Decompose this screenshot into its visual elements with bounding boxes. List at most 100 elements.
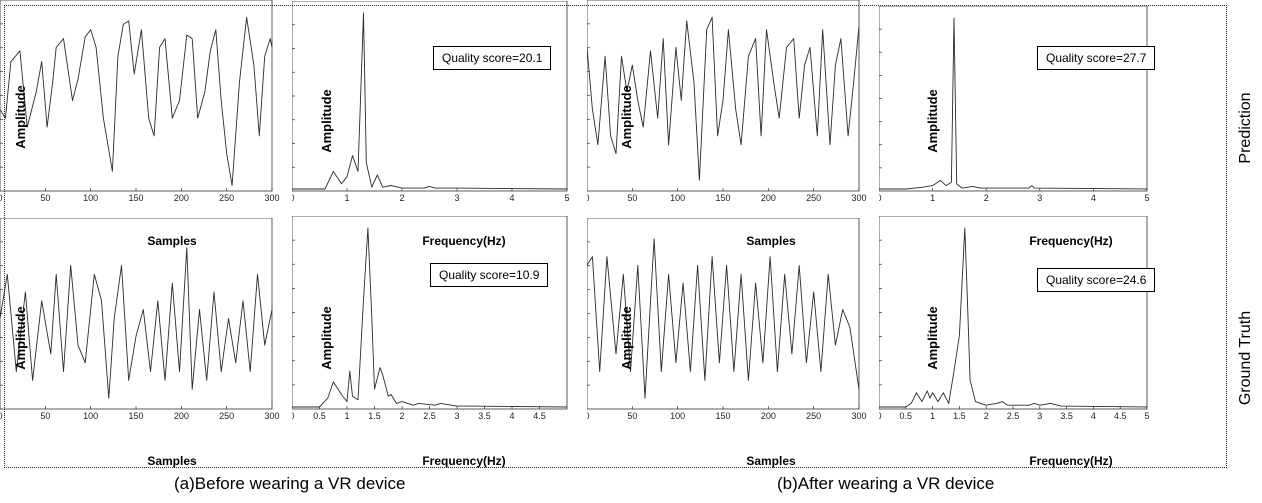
x-tick-label: 250: [219, 193, 234, 203]
x-tick-label: 1: [930, 193, 935, 203]
series-line: [586, 16, 860, 181]
a-gt-spectrum-ylabel: Amplitude: [319, 306, 334, 370]
x-tick-label: 5: [1144, 411, 1149, 421]
series-line: [292, 227, 568, 408]
b-gt-spectrum-plot: 0 0.5 1 1.5 2 2.5 3 3.5 4 4.5 5: [876, 215, 1150, 421]
x-tick-label: 4: [1091, 193, 1096, 203]
x-tick-label: 100: [670, 411, 685, 421]
x-tick-label: 1.5: [368, 411, 381, 421]
x-tick-label: 1.5: [953, 411, 966, 421]
x-tick-label: 50: [627, 411, 637, 421]
x-tick-label: 3: [1037, 193, 1042, 203]
figure-frame: [4, 5, 1227, 468]
a-gt-signal-plot: 0 50 100 150 200 250 300: [0, 217, 280, 421]
b-gt-signal-plot: 0 50 100 150 200 250 300: [584, 217, 867, 421]
series-line: [292, 12, 568, 190]
x-tick-label: 3: [1037, 411, 1042, 421]
x-tick-label: 2: [984, 193, 989, 203]
x-tick-label: 300: [851, 411, 866, 421]
row-label-prediction: Prediction: [1237, 92, 1254, 164]
x-tick-label: 50: [40, 411, 50, 421]
x-tick-label: 0: [0, 411, 3, 421]
x-tick-label: 150: [128, 411, 143, 421]
panels-container: 050100150200250300AmplitudeSamples012345…: [0, 0, 1156, 468]
x-tick-label: 300: [264, 193, 279, 203]
x-tick-label: 300: [264, 411, 279, 421]
caption-before-vr: (a)Before wearing a VR device: [174, 474, 406, 493]
a-pred-spectrum-xlabel: Frequency(Hz): [422, 234, 506, 248]
b-pred-spectrum-quality-score: Quality score=27.7: [1037, 46, 1156, 70]
row-label-ground-truth: Ground Truth: [1237, 310, 1254, 406]
x-tick-label: 4.5: [1114, 411, 1127, 421]
caption-after-vr: (b)After wearing a VR device: [777, 474, 995, 493]
x-tick-label: 100: [670, 193, 685, 203]
x-tick-label: 3.5: [478, 411, 491, 421]
x-tick-label: 150: [128, 193, 143, 203]
b-gt-spectrum-ylabel: Amplitude: [925, 306, 940, 370]
x-tick-label: 250: [806, 193, 821, 203]
x-tick-label: 200: [174, 193, 189, 203]
x-tick-label: 3: [454, 411, 459, 421]
series-line: [879, 227, 1148, 408]
b-pred-spectrum-ylabel: Amplitude: [925, 89, 940, 153]
b-pred-signal-xlabel: Samples: [746, 234, 796, 248]
x-tick-label: 4: [1091, 411, 1096, 421]
x-tick-label: 50: [40, 193, 50, 203]
x-tick-label: 2: [399, 193, 404, 203]
x-tick-label: 0: [587, 411, 590, 421]
x-tick-label: 100: [83, 193, 98, 203]
x-tick-label: 0: [292, 411, 295, 421]
x-tick-label: 150: [715, 193, 730, 203]
series-line: [586, 238, 860, 399]
a-pred-signal-ylabel: Amplitude: [13, 85, 28, 149]
x-tick-label: 50: [627, 193, 637, 203]
b-pred-signal-ylabel: Amplitude: [619, 85, 634, 149]
b-pred-signal-plot: 0 50 100 150 200 250 300: [584, 0, 867, 203]
b-pred-spectrum-xlabel: Frequency(Hz): [1029, 234, 1113, 248]
a-pred-spectrum-ylabel: Amplitude: [319, 89, 334, 153]
a-pred-spectrum-quality-score: Quality score=20.1: [433, 46, 552, 70]
x-tick-label: 250: [806, 411, 821, 421]
x-tick-label: 2: [984, 411, 989, 421]
a-gt-spectrum-xlabel: Frequency(Hz): [422, 454, 506, 468]
x-tick-label: 1: [344, 411, 349, 421]
x-tick-label: 0: [292, 193, 295, 203]
x-tick-label: 0.5: [313, 411, 326, 421]
b-pred-spectrum-plot: 0 1 2 3 4 5: [876, 5, 1150, 203]
a-gt-signal-xlabel: Samples: [147, 454, 197, 468]
x-tick-label: 5: [564, 193, 569, 203]
a-gt-spectrum-quality-score: Quality score=10.9: [430, 263, 549, 287]
x-tick-label: 4: [509, 193, 514, 203]
b-gt-spectrum-quality-score: Quality score=24.6: [1037, 268, 1156, 292]
series-line: [0, 16, 273, 186]
x-tick-label: 1: [930, 411, 935, 421]
x-tick-label: 3.5: [1060, 411, 1073, 421]
x-tick-label: 0: [879, 411, 882, 421]
b-gt-signal-ylabel: Amplitude: [619, 306, 634, 370]
x-tick-label: 0: [0, 193, 3, 203]
x-tick-label: 250: [219, 411, 234, 421]
a-gt-spectrum-plot: 0 0.5 1 1.5 2 2.5 3 3.5 4 4.5: [289, 215, 568, 421]
x-tick-label: 3: [454, 193, 459, 203]
x-tick-label: 0.5: [900, 411, 913, 421]
x-tick-label: 0: [879, 193, 882, 203]
a-pred-spectrum-plot: 0 1 2 3 4 5: [289, 0, 570, 203]
series-line: [0, 247, 273, 399]
x-tick-label: 300: [851, 193, 866, 203]
x-tick-label: 2: [399, 411, 404, 421]
x-tick-label: 4: [509, 411, 514, 421]
b-gt-signal-xlabel: Samples: [746, 454, 796, 468]
x-tick-label: 200: [761, 411, 776, 421]
x-tick-label: 5: [1144, 193, 1149, 203]
x-tick-label: 0: [587, 193, 590, 203]
x-tick-label: 200: [761, 193, 776, 203]
x-tick-label: 100: [83, 411, 98, 421]
x-tick-label: 200: [174, 411, 189, 421]
a-pred-signal-xlabel: Samples: [147, 234, 197, 248]
a-gt-signal-ylabel: Amplitude: [13, 306, 28, 370]
series-line: [879, 17, 1148, 190]
x-tick-label: 2.5: [1007, 411, 1020, 421]
a-pred-signal-plot: 0 50 100 150 200 250 300: [0, 0, 280, 203]
x-tick-label: 150: [715, 411, 730, 421]
b-gt-spectrum-xlabel: Frequency(Hz): [1029, 454, 1113, 468]
